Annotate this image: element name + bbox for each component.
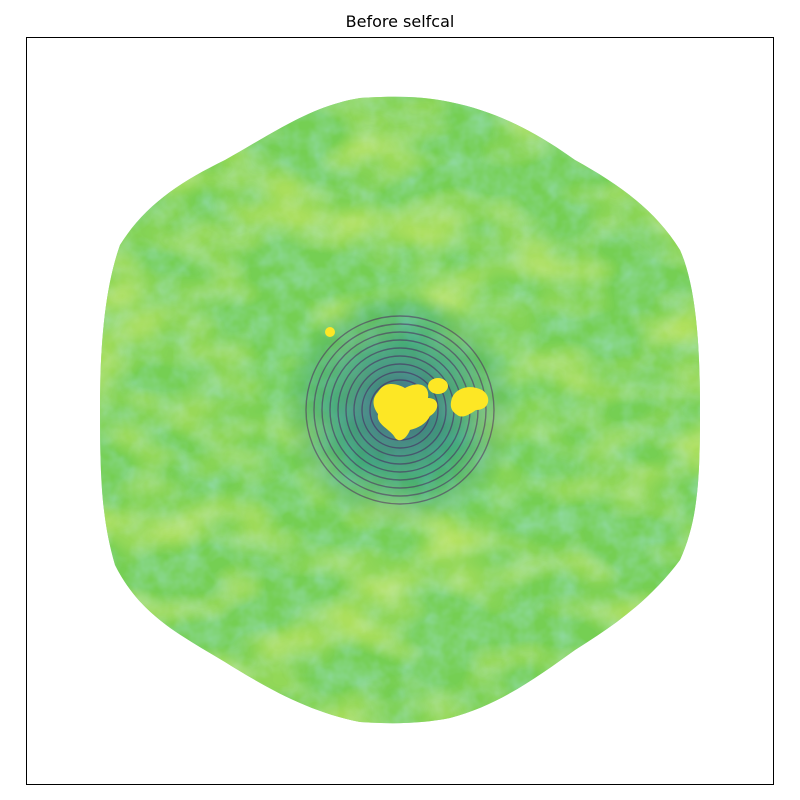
- figure-title: Before selfcal: [345, 12, 455, 31]
